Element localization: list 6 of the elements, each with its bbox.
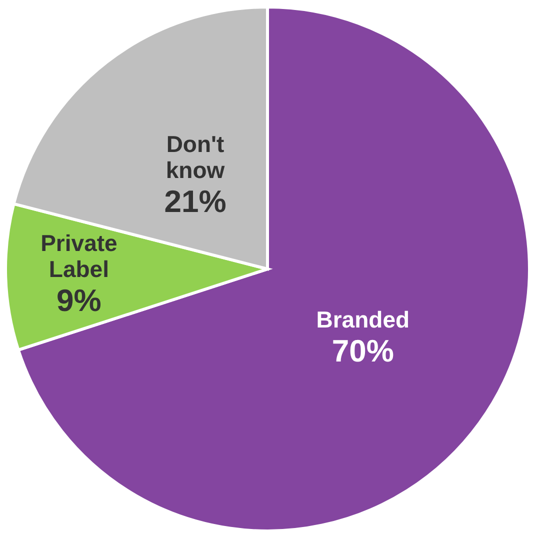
slice-label: Branded bbox=[316, 306, 410, 332]
slice-label: Private Label bbox=[40, 230, 118, 282]
data-label: 21% bbox=[164, 184, 226, 219]
data-label: 70% bbox=[332, 333, 394, 368]
slice-label: Don't know bbox=[166, 130, 225, 183]
data-label: 9% bbox=[56, 282, 102, 318]
